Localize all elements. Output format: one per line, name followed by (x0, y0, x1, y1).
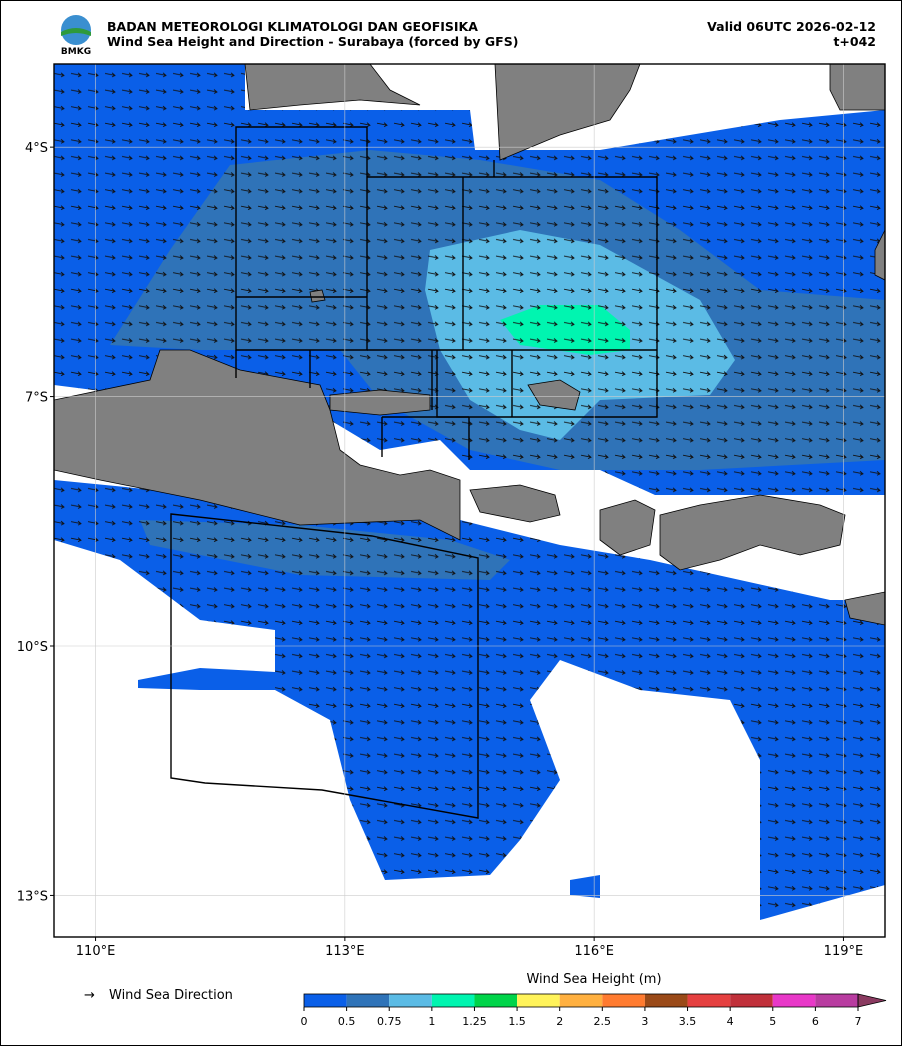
colorbar-label: 1.25 (462, 1015, 487, 1028)
zone-boundaries (170, 126, 658, 819)
colorbar-segment (687, 994, 731, 1007)
colorbar-segment (346, 994, 390, 1007)
lat-label: 4°S (25, 141, 48, 156)
colorbar-label: 7 (855, 1015, 862, 1028)
colorbar-label: 0 (301, 1015, 308, 1028)
product: Wind Sea Height and Direction - Surabaya… (107, 34, 518, 49)
colorbar-segment (474, 994, 518, 1007)
lon-label: 110°E (76, 944, 116, 959)
logo-text: BMKG (61, 47, 91, 57)
lon-label: 116°E (574, 944, 614, 959)
arrow-legend: Wind Sea Direction (109, 988, 233, 1003)
valid-time: Valid 06UTC 2026-02-12 (707, 19, 876, 34)
map (54, 64, 885, 937)
colorbar-segment (517, 994, 560, 1007)
colorbar-label: 3.5 (679, 1015, 697, 1028)
colorbar-label: 6 (812, 1015, 819, 1028)
colorbar-segment (431, 994, 475, 1007)
colorbar-label: 4 (727, 1015, 734, 1028)
colorbar-segment (602, 994, 645, 1007)
lat-label: 10°S (17, 640, 48, 655)
colorbar-label: 1.5 (508, 1015, 526, 1028)
colorbar-title: Wind Sea Height (m) (526, 972, 661, 987)
colorbar-segment (772, 994, 816, 1007)
colorbar-label: 2 (556, 1015, 563, 1028)
colorbar-segment (815, 994, 858, 1007)
agency: BADAN METEOROLOGI KLIMATOLOGI DAN GEOFIS… (107, 19, 478, 34)
colorbar-segment (644, 994, 688, 1007)
colorbar-segment (304, 994, 347, 1007)
lat-label: 13°S (17, 889, 48, 904)
colorbar-label: 0.75 (377, 1015, 402, 1028)
colorbar-label: 2.5 (594, 1015, 612, 1028)
lat-label: 7°S (25, 391, 48, 406)
logo: BMKG (61, 15, 91, 57)
colorbar-border (303, 993, 859, 1008)
lon-label: 119°E (824, 944, 864, 959)
colorbar-segment (389, 994, 432, 1007)
colorbar-label: 3 (641, 1015, 648, 1028)
map-border (53, 63, 886, 938)
colorbar-label: 0.5 (338, 1015, 356, 1028)
arrow-symbol: → (84, 988, 95, 1003)
lead-time: t+042 (833, 34, 876, 49)
colorbar-segment (559, 994, 603, 1007)
lon-label: 113°E (325, 944, 365, 959)
colorbar-label: 1 (428, 1015, 435, 1028)
colorbar-segment (730, 994, 773, 1007)
colorbar-label: 5 (769, 1015, 776, 1028)
land (54, 64, 885, 626)
